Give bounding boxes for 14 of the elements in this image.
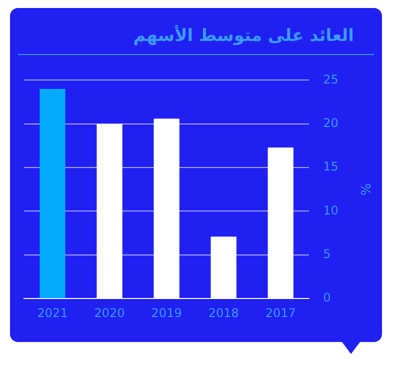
bar [40, 88, 66, 298]
y-tick-label: 10 [323, 203, 338, 218]
x-tick-label: 2019 [151, 306, 182, 320]
y-tick-label: 15 [323, 160, 338, 174]
x-tick-label: 2021 [37, 306, 68, 320]
y-axis-title: % [356, 183, 372, 196]
x-tick-label: 2017 [265, 306, 296, 320]
x-tick-label: 2018 [208, 306, 239, 320]
y-tick-label: 0 [323, 290, 331, 305]
y-tick-label: 5 [323, 247, 331, 262]
y-tick-label: 25 [323, 72, 338, 86]
y-tick-label: 20 [323, 116, 338, 130]
x-tick-label: 2020 [94, 306, 125, 320]
chart-title: العائد على متوسط الأسهم [18, 8, 374, 55]
